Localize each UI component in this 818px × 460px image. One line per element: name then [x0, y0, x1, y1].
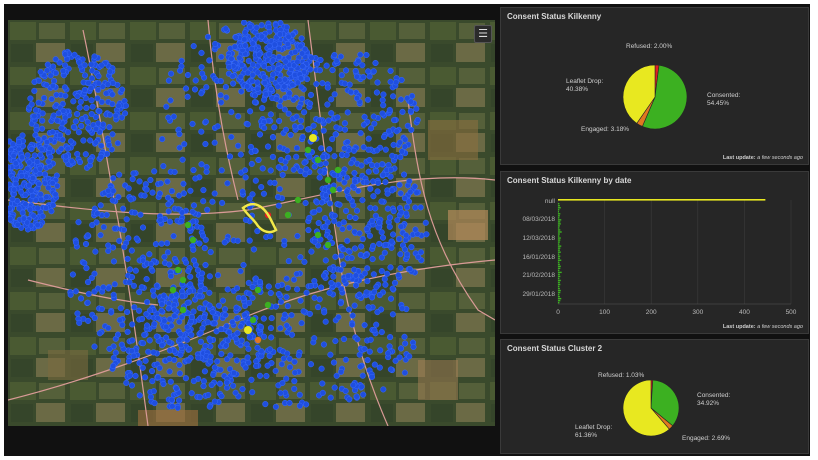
y-tick-label: 21/02/2018 [522, 272, 555, 279]
map-view[interactable] [8, 20, 495, 426]
bar-date[interactable] [558, 295, 560, 298]
bar-date[interactable] [558, 211, 559, 213]
bar-date[interactable] [558, 257, 560, 259]
bar-date[interactable] [558, 249, 560, 251]
bar-date[interactable] [558, 235, 560, 237]
bar-date[interactable] [558, 243, 560, 245]
bar-date[interactable] [558, 233, 560, 235]
bar-date[interactable] [558, 279, 561, 282]
bar-date[interactable] [558, 253, 560, 255]
bar-date[interactable] [558, 293, 560, 296]
consent-status-by-date-panel: Consent Status Kilkenny by date 0 100 200 3… [500, 171, 809, 334]
x-tick-label: 100 [599, 309, 610, 316]
x-tick-label: 500 [786, 309, 797, 316]
pie-slice-leafletdrop[interactable] [622, 64, 656, 124]
leaflet-drop-label: Leaflet Drop: 61.36% [575, 424, 613, 439]
bar-date[interactable] [558, 285, 560, 288]
pie-slice-consented[interactable] [641, 64, 688, 130]
bar-date[interactable] [558, 223, 561, 225]
x-tick-label: 300 [692, 309, 703, 316]
last-update: Last update: a few seconds ago [722, 324, 803, 330]
bar-date[interactable] [558, 265, 561, 268]
bar-date[interactable] [558, 209, 560, 211]
pie-slice-consented[interactable] [650, 379, 680, 427]
refused-label: Refused: 2.00% [626, 43, 673, 50]
bar-date[interactable] [558, 269, 560, 272]
refused-label: Refused: 1.03% [598, 372, 645, 379]
bar-date[interactable] [558, 281, 560, 284]
bar-date[interactable] [558, 261, 560, 263]
bar-date[interactable] [558, 263, 560, 266]
engaged-label: Engaged: 2.69% [682, 435, 731, 442]
bar-date[interactable] [558, 247, 561, 249]
last-update: Last update: a few seconds ago [722, 155, 803, 161]
bar-date[interactable] [558, 245, 562, 247]
bar-date[interactable] [558, 237, 561, 239]
y-tick-label: 16/01/2018 [522, 254, 555, 261]
bar-date[interactable] [558, 213, 561, 215]
highlight-route [241, 202, 278, 234]
pie-chart-cluster2[interactable] [501, 340, 810, 455]
bar-date[interactable] [558, 297, 562, 300]
list-icon[interactable]: ☰ [474, 25, 492, 43]
consented-label: Consented: 54.45% [707, 92, 741, 107]
bar-date[interactable] [558, 267, 561, 270]
bar-date[interactable] [558, 299, 561, 302]
engaged-label: Engaged: 3.18% [581, 126, 630, 133]
consent-points-layer [169, 134, 342, 344]
x-tick-label: 200 [646, 309, 657, 316]
bar-date[interactable] [558, 287, 560, 290]
map-canvas[interactable] [8, 20, 495, 426]
panel-title: Consent Status Cluster 2 [507, 344, 603, 353]
y-tick-label: null [545, 198, 556, 205]
bar-date[interactable] [558, 289, 561, 292]
bar-date[interactable] [558, 229, 561, 231]
x-tick-label: 0 [556, 309, 560, 316]
bar-date[interactable] [558, 301, 560, 304]
bar-date[interactable] [558, 255, 561, 257]
bar-date[interactable] [558, 241, 560, 243]
bar-date[interactable] [558, 275, 561, 278]
pie-chart-kilkenny[interactable] [501, 8, 810, 166]
bar-date[interactable] [558, 271, 562, 274]
panel-title: Consent Status Kilkenny [507, 12, 602, 21]
bar-date[interactable] [558, 231, 562, 233]
bar-date[interactable] [558, 239, 561, 241]
bar-date[interactable] [558, 251, 561, 253]
bar-date[interactable] [558, 227, 560, 229]
y-tick-label: 12/03/2018 [522, 235, 555, 242]
bar-date[interactable] [558, 291, 561, 294]
consented-label: Consented: 34.92% [697, 392, 731, 407]
bar-date[interactable] [558, 273, 560, 276]
leaflet-drop-label: Leaflet Drop: 40.38% [566, 78, 604, 93]
consent-status-kilkenny-panel: Consent Status Kilkenny Refused: 2.00% C… [500, 7, 809, 165]
bar-date[interactable] [558, 221, 561, 223]
consent-status-cluster2-panel: Consent Status Cluster 2 Refused: 1.03% … [500, 339, 809, 454]
pie-slice-leafletdrop[interactable] [622, 379, 670, 437]
bar-date[interactable] [558, 277, 560, 280]
bar-date[interactable] [558, 215, 560, 217]
bar-date[interactable] [558, 219, 562, 221]
bar-date[interactable] [558, 259, 562, 261]
y-tick-label: 08/03/2018 [522, 216, 555, 223]
bar-date[interactable] [558, 203, 560, 205]
bar-date[interactable] [558, 217, 560, 219]
bar-date[interactable] [558, 225, 560, 227]
bar-null[interactable] [558, 199, 766, 201]
road-network [8, 20, 495, 426]
bar-chart-by-date[interactable]: 0 100 200 300 400 500 null 08/03/2018 12/03/2018… [501, 172, 810, 335]
panel-title: Consent Status Kilkenny by date [507, 176, 632, 185]
bar-date[interactable] [558, 207, 561, 209]
x-tick-label: 400 [739, 309, 750, 316]
bar-date[interactable] [558, 205, 560, 207]
bar-date[interactable] [558, 283, 561, 286]
y-tick-label: 29/01/2018 [522, 291, 555, 298]
